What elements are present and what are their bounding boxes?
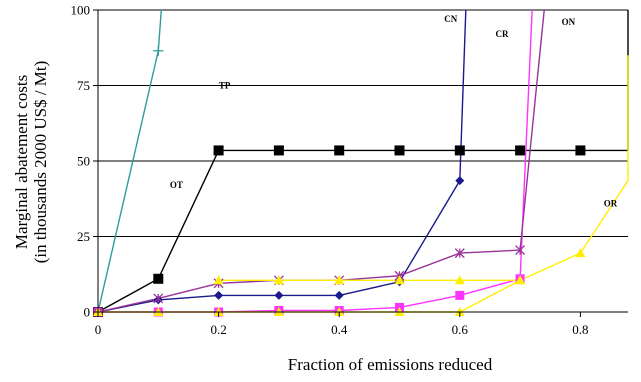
series-label-or: OR	[604, 198, 618, 208]
marker-square	[575, 145, 586, 156]
marker-triangle	[454, 275, 465, 285]
y-axis-title-line1: Marginal abatement costs	[12, 75, 31, 249]
marker-square	[455, 290, 465, 300]
x-tick-label: 0.8	[572, 322, 588, 337]
marker-triangle	[273, 275, 284, 285]
marker-diamond	[455, 176, 465, 186]
marker-square	[394, 145, 405, 156]
marker-square	[153, 273, 164, 284]
series-label-tp: TP	[219, 81, 231, 91]
x-tick-label: 0.4	[331, 322, 348, 337]
series-label-cr: CR	[496, 29, 509, 39]
label-layer: TP OT CN CR ON OR	[170, 14, 618, 208]
series-label-cn: CN	[444, 14, 457, 24]
y-tick-label: 0	[84, 305, 91, 320]
marker-triangle	[515, 275, 526, 285]
x-tick-label: 0.6	[452, 322, 469, 337]
x-tick-label: 0	[95, 322, 102, 337]
y-tick-label: 50	[77, 154, 90, 169]
series-label-on: ON	[562, 17, 576, 27]
y-tick-label: 100	[71, 3, 91, 18]
marker-square	[213, 145, 224, 156]
marker-diamond	[214, 290, 224, 300]
marker-square	[273, 145, 284, 156]
x-axis-title: Fraction of emissions reduced	[288, 355, 493, 374]
marker-triangle	[575, 248, 586, 258]
grid-layer	[98, 9, 628, 237]
marker-triangle	[213, 275, 224, 285]
marker-square	[334, 145, 345, 156]
marker-square	[515, 145, 526, 156]
series-line-cn	[97, 9, 467, 313]
axis-layer: 0 25 50 75 100 0 0.2 0.4 0.6 0.8	[71, 3, 628, 337]
marker-square	[454, 145, 465, 156]
marker-diamond	[274, 290, 284, 300]
x-tick-label: 0.2	[210, 322, 226, 337]
marker-layer	[93, 45, 586, 317]
y-axis-title-line2: (in thousands 2000 US$ / Mt)	[31, 61, 50, 264]
y-tick-label: 75	[77, 78, 90, 93]
marker-triangle	[394, 275, 405, 285]
y-tick-label: 25	[77, 229, 90, 244]
marker-triangle	[334, 275, 345, 285]
series-label-ot: OT	[170, 180, 183, 190]
marker-diamond	[334, 290, 344, 300]
